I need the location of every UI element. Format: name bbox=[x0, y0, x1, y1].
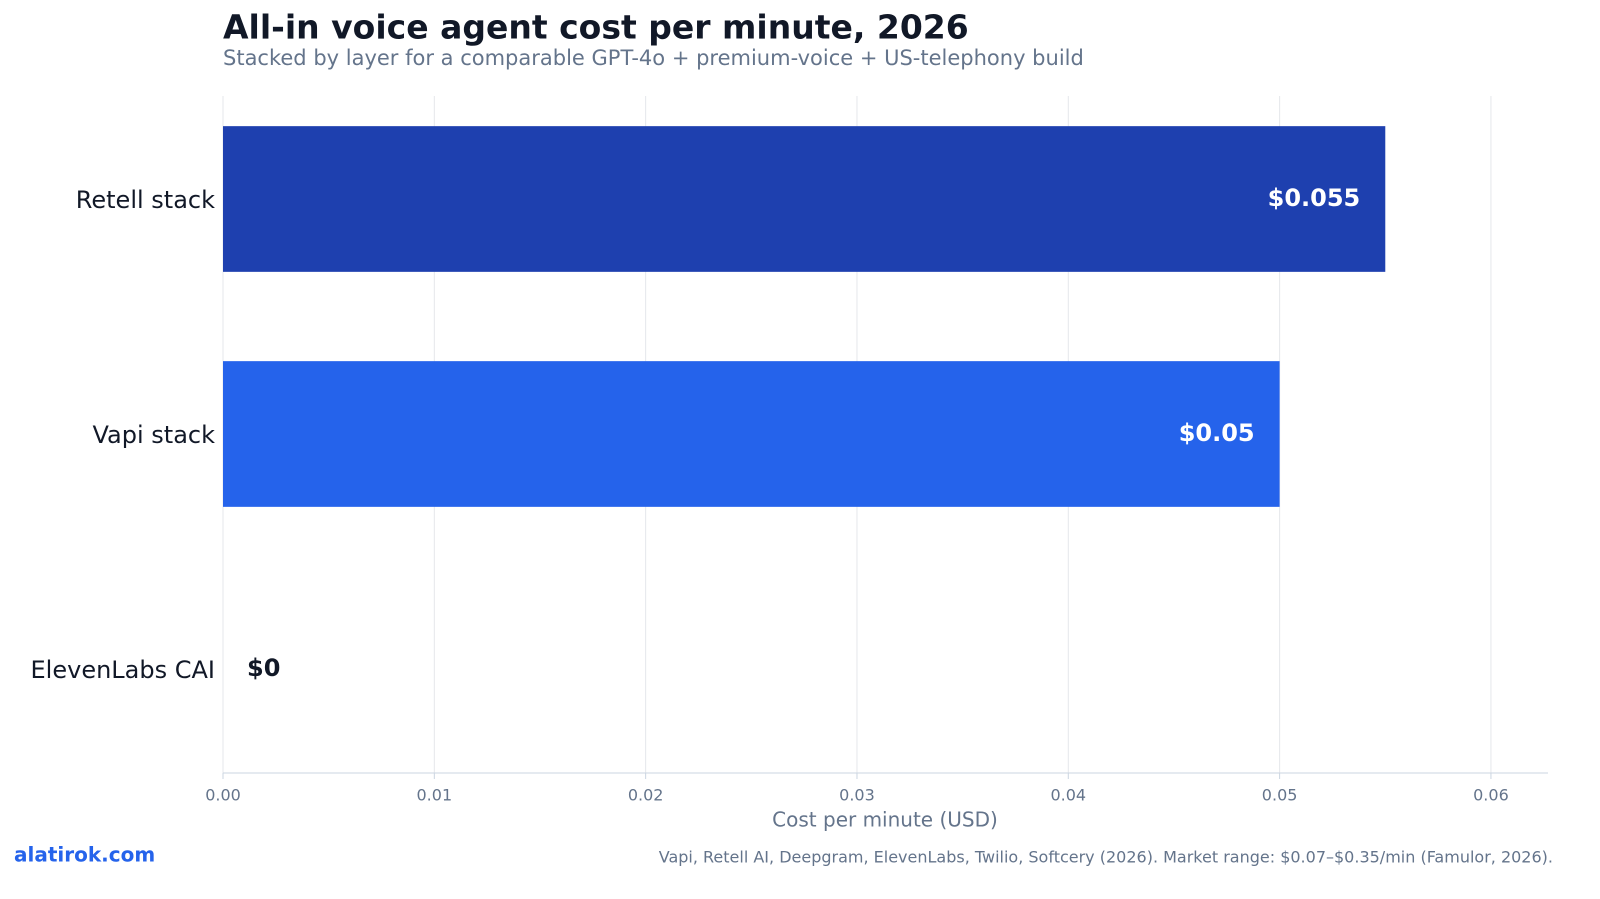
x-tick-label: 0.06 bbox=[1473, 786, 1509, 805]
chart-subtitle: Stacked by layer for a comparable GPT-4o… bbox=[223, 46, 1084, 70]
y-tick-label: Retell stack bbox=[76, 186, 215, 214]
value-label: $0.05 bbox=[1179, 419, 1255, 447]
brand: alatirok.com bbox=[14, 843, 155, 867]
value-label: $0.055 bbox=[1268, 184, 1361, 212]
x-tick-label: 0.00 bbox=[205, 786, 241, 805]
bar bbox=[223, 126, 1386, 272]
y-tick-label: ElevenLabs CAI bbox=[31, 656, 215, 684]
bar bbox=[223, 361, 1280, 507]
x-tick-label: 0.04 bbox=[1050, 786, 1086, 805]
x-tick-label: 0.01 bbox=[417, 786, 453, 805]
y-tick-label: Vapi stack bbox=[92, 421, 215, 449]
x-tick-label: 0.05 bbox=[1262, 786, 1298, 805]
x-tick-label: 0.02 bbox=[628, 786, 664, 805]
x-axis-label: Cost per minute (USD) bbox=[772, 808, 998, 832]
source-note: Vapi, Retell AI, Deepgram, ElevenLabs, T… bbox=[659, 848, 1553, 867]
x-tick-label: 0.03 bbox=[839, 786, 875, 805]
chart-title: All-in voice agent cost per minute, 2026 bbox=[223, 8, 969, 47]
value-label: $0 bbox=[247, 654, 280, 682]
